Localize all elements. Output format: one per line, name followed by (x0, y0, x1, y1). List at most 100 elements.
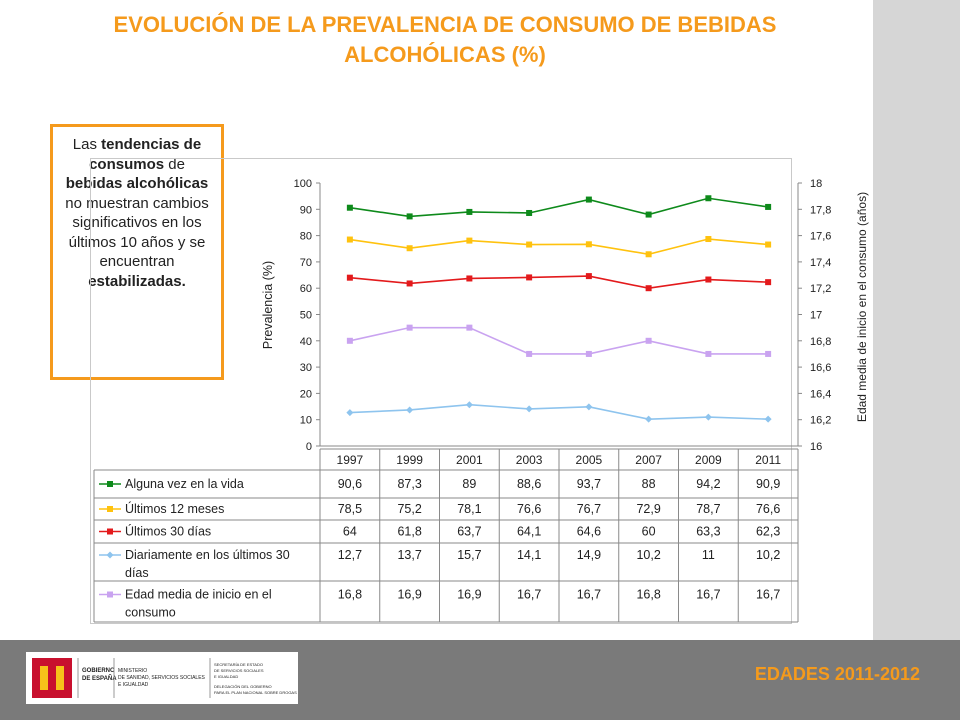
table-cell-value: 16,9 (397, 588, 421, 602)
data-point (466, 237, 473, 244)
data-point (764, 415, 772, 423)
table-cell-value: 88,6 (517, 477, 541, 491)
x-tick-label: 2003 (516, 453, 543, 467)
x-tick-label: 2007 (635, 453, 662, 467)
y2-tick-label: 17,8 (810, 204, 831, 216)
svg-text:SECRETARÍA DE ESTADO: SECRETARÍA DE ESTADO (214, 662, 263, 667)
svg-text:GOBIERNO: GOBIERNO (82, 668, 115, 674)
table-cell-value: 78,7 (696, 502, 720, 516)
legend-entry: Últimos 30 días (125, 524, 211, 539)
y-tick-label: 10 (300, 415, 312, 427)
callout-bold-1: tendencias de consumos (89, 136, 202, 173)
table-cell-value: 64,1 (517, 525, 541, 539)
x-tick-label: 2011 (755, 453, 781, 467)
data-point (465, 401, 473, 409)
legend-key-marker (107, 591, 113, 598)
table-cell-value: 75,2 (397, 502, 421, 516)
table-cell-value: 78,1 (457, 502, 481, 516)
y2-tick-label: 18 (810, 178, 822, 190)
table-cell-value: 15,7 (457, 548, 481, 562)
data-point (705, 236, 712, 243)
callout-box: Las tendencias de consumos de bebidas al… (50, 124, 224, 380)
data-point (705, 350, 712, 357)
data-point (526, 350, 533, 357)
data-point (585, 403, 593, 411)
table-cell-value: 87,3 (397, 477, 421, 491)
table-cell-value: 90,6 (338, 477, 362, 491)
legend-entry: Diariamente en los últimos 30 días (125, 548, 290, 580)
table-cell-value: 60 (642, 525, 656, 539)
table-cell-value: 63,3 (696, 525, 720, 539)
data-point (406, 280, 413, 287)
y-tick-label: 90 (300, 204, 312, 216)
data-point (765, 350, 772, 357)
data-point (585, 350, 592, 357)
table-cell-value: 94,2 (696, 477, 720, 491)
data-point (526, 241, 533, 248)
y2-tick-label: 17,6 (810, 231, 831, 243)
data-point (406, 406, 414, 414)
series-line (349, 238, 769, 256)
legend-entry: Edad media de inicio en el consumo (125, 588, 272, 620)
callout-bold-3: estabilizadas. (88, 272, 186, 290)
data-point (585, 241, 592, 248)
table-cell-value: 16,7 (577, 588, 601, 602)
y2-tick-label: 16,6 (810, 362, 831, 374)
data-point (346, 274, 353, 281)
data-point (346, 236, 353, 243)
legend-entry: Alguna vez en la vida (125, 477, 244, 491)
y-tick-label: 70 (300, 257, 312, 269)
data-point (466, 275, 473, 282)
table-cell-value: 93,7 (577, 477, 601, 491)
table-cell-value: 90,9 (756, 477, 780, 491)
y2-tick-label: 17,4 (810, 257, 831, 269)
svg-text:DELEGACIÓN DEL GOBIERNO: DELEGACIÓN DEL GOBIERNO (214, 684, 272, 689)
table-cell-value: 16,9 (457, 588, 481, 602)
data-point (406, 324, 413, 331)
y2-tick-label: 16,8 (810, 336, 831, 348)
x-tick-label: 2009 (695, 453, 722, 467)
data-point (705, 195, 712, 202)
table-cell-value: 72,9 (636, 502, 660, 516)
data-point (406, 245, 413, 252)
data-point (585, 273, 592, 280)
table-cell-value: 14,9 (577, 548, 601, 562)
data-point (765, 203, 772, 210)
data-point (704, 413, 712, 421)
x-tick-label: 1999 (396, 453, 423, 467)
y2-tick-label: 16,4 (810, 388, 831, 400)
table-cell-value: 16,8 (636, 588, 660, 602)
data-point (466, 208, 473, 215)
x-tick-label: 2005 (576, 453, 603, 467)
table-cell-value: 13,7 (397, 548, 421, 562)
y-axis-label: Prevalencia (%) (261, 261, 275, 349)
legend-key-marker (106, 551, 114, 559)
table-cell-value: 88 (642, 477, 656, 491)
data-point (705, 276, 712, 283)
data-point (645, 285, 652, 292)
page-title: EVOLUCIÓN DE LA PREVALENCIA DE CONSUMO D… (113, 12, 777, 67)
data-point (765, 241, 772, 248)
y2-tick-label: 17,2 (810, 283, 831, 295)
y-tick-label: 80 (300, 231, 312, 243)
callout-bold-2: bebidas alcohólicas (65, 175, 209, 192)
table-cell-value: 64,6 (577, 525, 601, 539)
data-point (645, 415, 653, 423)
data-point (645, 337, 652, 344)
svg-text:MINISTERIO: MINISTERIO (118, 668, 147, 674)
prevalence-chart: 0 10 20 30 40 50 60 70 80 90 100 16 16,2 16,4 16,6 16,8… (93, 178, 869, 623)
right-side-strip (873, 0, 960, 640)
series-line (349, 326, 769, 355)
y-tick-label: 30 (300, 362, 312, 374)
series-line (349, 275, 769, 290)
table-cell-value: 78,5 (338, 502, 362, 516)
data-point (346, 337, 353, 344)
series-line (349, 197, 769, 218)
data-point (346, 204, 353, 211)
y-tick-label: 60 (300, 283, 312, 295)
data-point (645, 211, 652, 218)
table-cell-value: 12,7 (338, 548, 362, 562)
y2-tick-label: 16,2 (810, 415, 831, 427)
svg-text:DE SANIDAD, SERVICIOS SOCIALES: DE SANIDAD, SERVICIOS SOCIALES (118, 675, 206, 681)
edades-label: EDADES 2011-2012 (754, 664, 920, 684)
